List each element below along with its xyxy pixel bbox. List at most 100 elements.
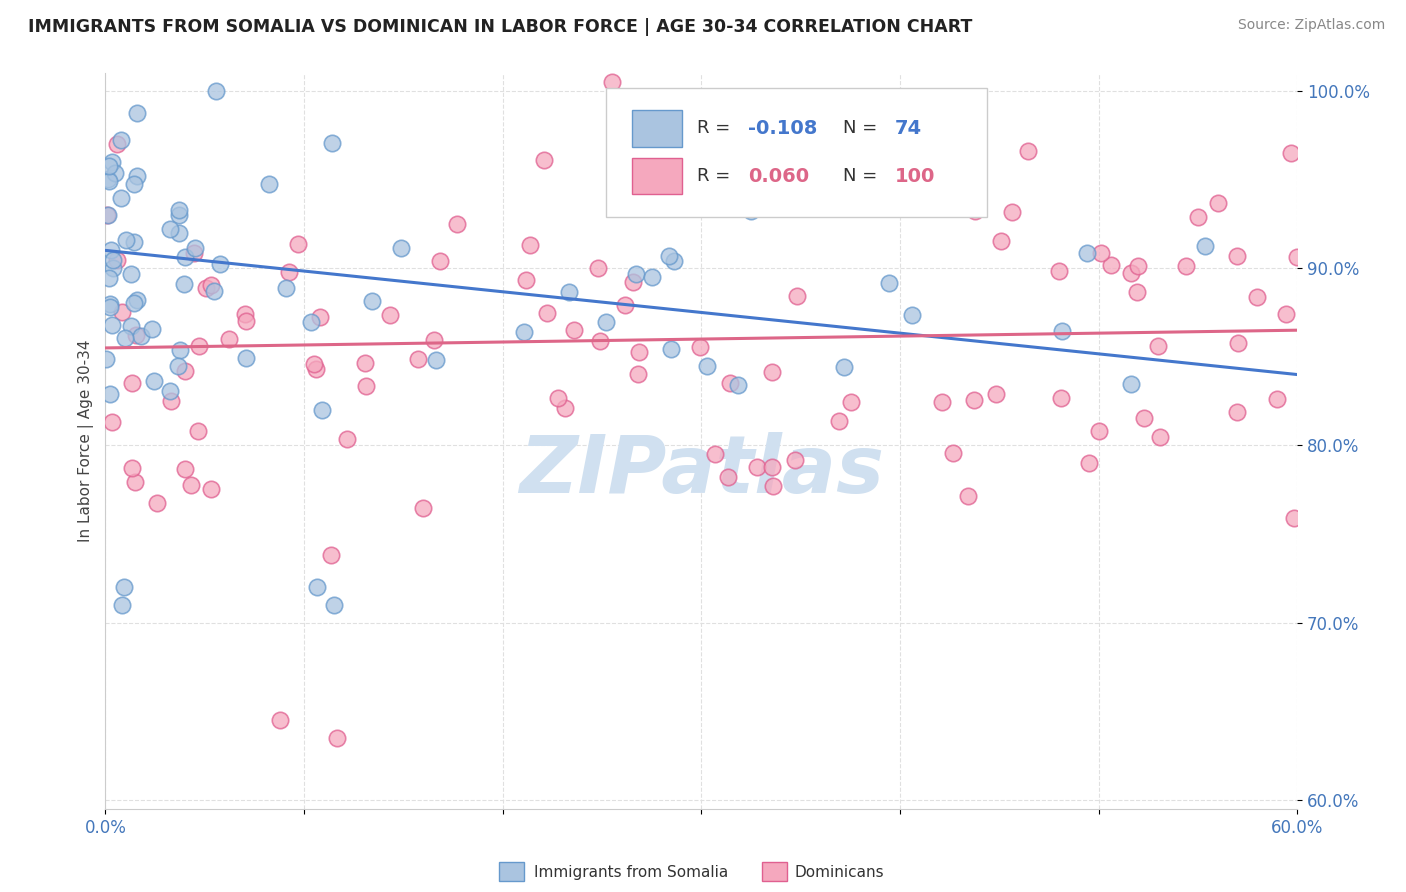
Point: [956, 489, 979, 503]
Point: [125, 106, 148, 120]
Point: [183, 246, 205, 260]
Point: [554, 401, 576, 415]
Point: [143, 374, 166, 388]
Point: [122, 235, 145, 250]
Point: [1147, 339, 1170, 353]
Point: [1119, 377, 1142, 392]
Point: [595, 315, 617, 329]
Point: [105, 136, 128, 151]
Point: [323, 598, 346, 612]
Point: [425, 353, 447, 368]
Point: [129, 329, 152, 343]
Point: [105, 253, 128, 268]
Point: [704, 447, 727, 461]
Point: [305, 361, 328, 376]
Point: [307, 581, 329, 595]
Point: [209, 257, 232, 271]
Text: 74: 74: [894, 119, 921, 137]
Point: [101, 318, 124, 332]
Point: [218, 332, 240, 346]
Point: [1286, 250, 1309, 264]
Point: [1226, 249, 1249, 263]
Point: [658, 249, 681, 263]
Point: [1206, 195, 1229, 210]
Point: [98, 387, 121, 401]
Point: [984, 386, 1007, 401]
Point: [101, 415, 124, 429]
Point: [740, 204, 762, 219]
Point: [1132, 410, 1154, 425]
Point: [97, 172, 120, 186]
Y-axis label: In Labor Force | Age 30-34: In Labor Force | Age 30-34: [79, 340, 94, 542]
Point: [195, 281, 218, 295]
Point: [783, 452, 806, 467]
Text: N =: N =: [844, 120, 883, 137]
Point: [834, 359, 856, 374]
Point: [745, 460, 768, 475]
Text: -0.108: -0.108: [748, 119, 817, 137]
Point: [662, 253, 685, 268]
Point: [839, 394, 862, 409]
Point: [1050, 324, 1073, 338]
Point: [990, 234, 1012, 248]
Point: [104, 166, 127, 180]
Point: [689, 340, 711, 354]
Point: [1282, 510, 1305, 524]
Point: [122, 295, 145, 310]
Text: 100: 100: [894, 167, 935, 186]
Point: [174, 462, 197, 476]
Point: [180, 478, 202, 492]
Point: [235, 351, 257, 365]
Point: [299, 315, 322, 329]
Point: [519, 238, 541, 252]
Point: [278, 264, 301, 278]
Point: [1087, 424, 1109, 438]
Point: [1090, 245, 1112, 260]
Point: [125, 169, 148, 184]
Point: [98, 296, 121, 310]
Point: [101, 252, 124, 267]
Text: ZIPatlas: ZIPatlas: [519, 432, 884, 509]
Point: [120, 268, 142, 282]
Point: [589, 334, 612, 348]
Point: [1265, 392, 1288, 406]
Point: [1121, 266, 1143, 280]
Point: [321, 136, 343, 150]
Point: [1174, 260, 1197, 274]
Point: [1226, 336, 1249, 351]
Point: [174, 364, 197, 378]
Point: [174, 250, 197, 264]
Text: IMMIGRANTS FROM SOMALIA VS DOMINICAN IN LABOR FORCE | AGE 30-34 CORRELATION CHAR: IMMIGRANTS FROM SOMALIA VS DOMINICAN IN …: [28, 18, 973, 36]
Point: [640, 269, 662, 284]
Point: [621, 275, 644, 289]
Point: [186, 424, 208, 438]
Point: [661, 342, 683, 356]
Point: [1126, 285, 1149, 299]
Point: [931, 394, 953, 409]
Point: [200, 277, 222, 292]
Point: [125, 328, 148, 343]
Point: [627, 368, 650, 382]
Point: [121, 376, 143, 390]
Point: [259, 177, 281, 191]
Point: [101, 154, 124, 169]
Point: [429, 254, 451, 268]
Point: [696, 359, 718, 373]
Point: [354, 379, 377, 393]
Point: [336, 433, 359, 447]
Point: [146, 496, 169, 510]
Point: [786, 289, 808, 303]
Text: R =: R =: [696, 167, 735, 185]
Point: [814, 193, 837, 207]
Point: [202, 284, 225, 298]
Point: [1017, 144, 1039, 158]
Point: [1047, 264, 1070, 278]
Point: [141, 321, 163, 335]
Point: [110, 133, 132, 147]
Point: [533, 153, 555, 167]
Point: [963, 393, 986, 408]
Point: [169, 343, 191, 358]
Point: [304, 357, 326, 371]
Point: [389, 241, 412, 255]
Point: [718, 376, 741, 391]
